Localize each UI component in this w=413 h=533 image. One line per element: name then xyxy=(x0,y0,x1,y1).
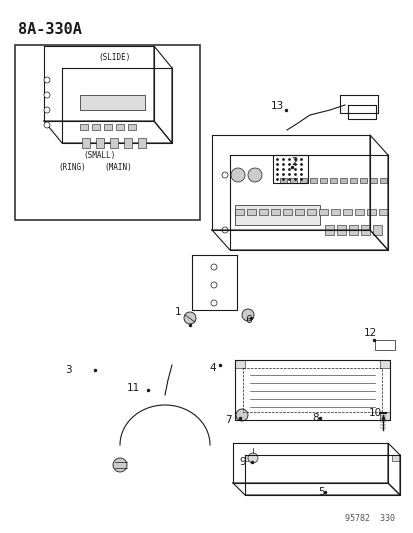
Bar xyxy=(379,412,389,420)
Bar xyxy=(289,178,296,183)
Bar xyxy=(366,209,375,215)
Bar xyxy=(235,205,319,225)
Text: 2: 2 xyxy=(291,157,298,167)
Bar xyxy=(92,124,100,130)
Bar xyxy=(244,455,252,461)
Bar xyxy=(336,225,345,235)
Circle shape xyxy=(44,92,50,98)
Bar xyxy=(235,360,244,368)
Bar xyxy=(318,209,327,215)
Text: 13: 13 xyxy=(270,101,283,111)
Text: 4: 4 xyxy=(209,363,216,373)
Bar xyxy=(271,209,279,215)
Bar xyxy=(348,225,357,235)
Bar xyxy=(15,45,199,220)
Bar xyxy=(324,225,333,235)
Circle shape xyxy=(221,172,228,178)
Bar xyxy=(330,209,339,215)
Bar xyxy=(279,178,286,183)
Circle shape xyxy=(44,122,50,128)
Bar xyxy=(235,209,243,215)
Bar xyxy=(110,138,118,148)
Bar xyxy=(138,138,146,148)
Circle shape xyxy=(211,282,216,288)
Bar xyxy=(96,138,104,148)
Circle shape xyxy=(242,309,254,321)
Bar xyxy=(360,225,369,235)
Bar xyxy=(391,455,399,461)
Bar xyxy=(104,124,112,130)
Text: 10: 10 xyxy=(368,408,381,418)
Text: 8A-330A: 8A-330A xyxy=(18,22,82,37)
Bar xyxy=(259,209,267,215)
Circle shape xyxy=(44,107,50,113)
Text: (SLIDE): (SLIDE) xyxy=(99,53,131,62)
Bar xyxy=(379,360,389,368)
Bar xyxy=(116,124,124,130)
Bar xyxy=(372,225,381,235)
Bar xyxy=(349,178,356,183)
Text: 8: 8 xyxy=(312,413,318,423)
Bar xyxy=(306,209,315,215)
Circle shape xyxy=(211,264,216,270)
Bar xyxy=(80,95,145,110)
Circle shape xyxy=(221,227,228,233)
Text: 9: 9 xyxy=(239,457,246,467)
Text: 95782  330: 95782 330 xyxy=(344,514,394,523)
Text: (RING): (RING) xyxy=(58,163,85,172)
Circle shape xyxy=(247,453,257,463)
Bar xyxy=(124,138,132,148)
Bar xyxy=(80,124,88,130)
Bar xyxy=(354,209,363,215)
Bar xyxy=(299,178,306,183)
Text: (MAIN): (MAIN) xyxy=(104,163,132,172)
Text: 12: 12 xyxy=(363,328,376,338)
Bar xyxy=(359,178,366,183)
Bar xyxy=(374,340,394,350)
Bar xyxy=(128,124,136,130)
Text: (SMALL): (SMALL) xyxy=(83,151,116,160)
Circle shape xyxy=(230,168,244,182)
Text: 11: 11 xyxy=(126,383,139,393)
Bar xyxy=(247,209,255,215)
Bar xyxy=(309,178,316,183)
Circle shape xyxy=(183,312,195,324)
Bar xyxy=(82,138,90,148)
Circle shape xyxy=(247,168,261,182)
Bar xyxy=(339,178,346,183)
Circle shape xyxy=(211,300,216,306)
Bar xyxy=(319,178,326,183)
Text: 1: 1 xyxy=(174,307,181,317)
Circle shape xyxy=(113,458,127,472)
Text: 5: 5 xyxy=(318,487,325,497)
Bar xyxy=(235,412,244,420)
Bar xyxy=(294,209,303,215)
Bar xyxy=(282,209,291,215)
Text: 3: 3 xyxy=(64,365,71,375)
Bar xyxy=(329,178,336,183)
Bar xyxy=(378,209,387,215)
Circle shape xyxy=(44,77,50,83)
Bar xyxy=(342,209,351,215)
Circle shape xyxy=(235,409,247,421)
Bar xyxy=(379,178,386,183)
Text: 6: 6 xyxy=(245,315,252,325)
Text: 7: 7 xyxy=(224,415,231,425)
Bar xyxy=(369,178,376,183)
